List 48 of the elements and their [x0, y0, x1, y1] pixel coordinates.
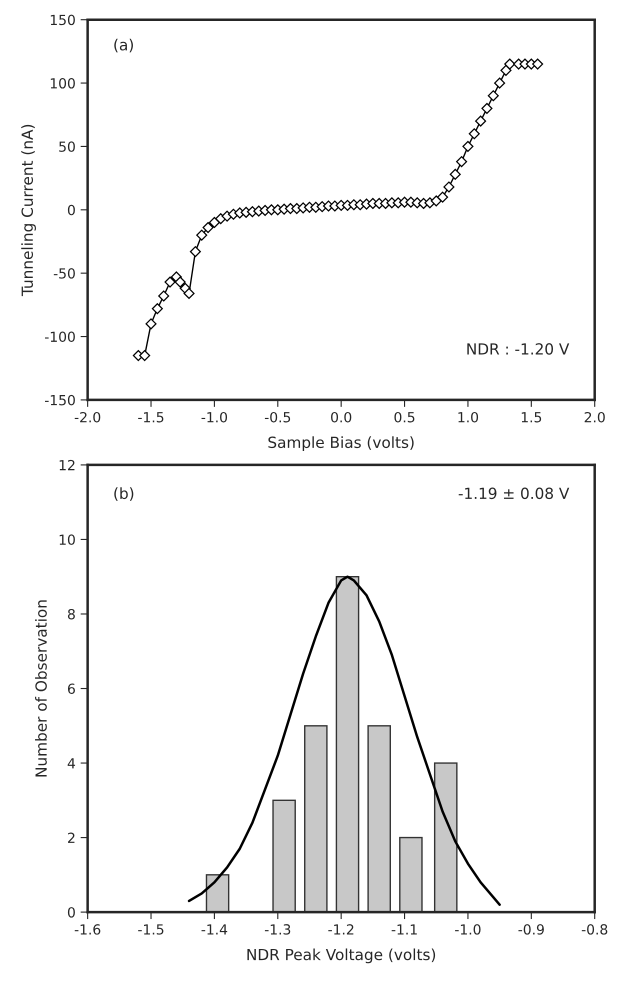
bar: [206, 874, 230, 912]
x-tick-label: -1.6: [74, 924, 100, 935]
y-tick-label: 4: [68, 758, 76, 768]
bar: [434, 762, 458, 912]
bar: [367, 725, 391, 912]
y-axis-title: Number of Observation: [35, 600, 47, 776]
y-tick-label: 150: [50, 14, 75, 26]
x-tick-label: -1.3: [264, 924, 290, 935]
x-axis-title: NDR Peak Voltage (volts): [247, 948, 436, 964]
x-tick-label: -1.2: [328, 924, 354, 934]
x-tick-label: -0.8: [582, 924, 608, 935]
line-series: [188, 575, 501, 906]
annotation: (a): [114, 38, 133, 52]
x-tick-label: -1.0: [202, 412, 228, 422]
bar: [336, 576, 360, 912]
y-tick-label: -50: [54, 268, 75, 279]
x-tick-label: 2.0: [584, 412, 605, 422]
annotation: NDR : -1.20 V: [467, 343, 570, 355]
x-tick-label: -1.5: [138, 412, 164, 422]
x-tick-label: -0.9: [518, 924, 544, 935]
x-tick-label: -1.4: [202, 924, 228, 934]
x-tick-label: -1.1: [392, 924, 417, 934]
x-tick-label: -2.0: [74, 412, 100, 422]
x-tick-label: -1.0: [455, 924, 481, 935]
y-tick-label: 2: [68, 832, 74, 843]
x-tick-label: -0.5: [264, 412, 290, 422]
bar: [304, 725, 328, 912]
x-tick-label: 1.0: [458, 412, 478, 422]
y-tick-label: 10: [60, 534, 75, 545]
y-tick-label: 6: [68, 683, 75, 694]
y-tick-label: 100: [50, 78, 75, 89]
annotation: (b): [114, 487, 134, 501]
bar: [399, 836, 423, 912]
x-tick-label: 1.5: [522, 412, 542, 422]
annotation: -1.19 ± 0.08 V: [458, 488, 570, 500]
y-tick-label: 8: [68, 608, 75, 620]
y-tick-label: 12: [60, 460, 74, 470]
y-axis-title: Tunneling Current (nA): [21, 124, 36, 296]
bar: [272, 800, 296, 912]
y-tick-label: 0: [68, 907, 75, 918]
x-tick-label: -1.5: [138, 924, 164, 935]
x-tick-label: 0.5: [394, 412, 414, 422]
x-tick-label: 0.0: [331, 412, 352, 422]
y-tick-label: -100: [44, 332, 75, 342]
x-axis-title: Sample Bias (volts): [268, 436, 414, 452]
y-tick-label: -150: [44, 394, 75, 406]
y-tick-label: 50: [59, 141, 75, 152]
y-tick-label: 0: [68, 204, 75, 216]
